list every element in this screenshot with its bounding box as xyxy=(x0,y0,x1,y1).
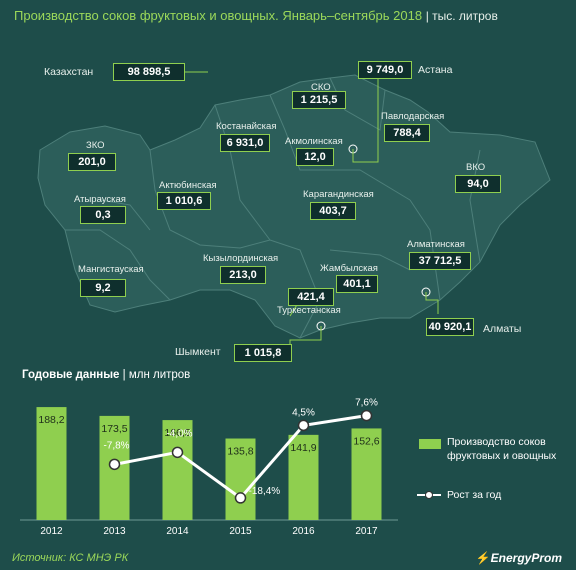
x-tick-label: 2016 xyxy=(292,526,315,537)
label-atyrau: Атырауская xyxy=(74,194,126,205)
value-kostanay: 6 931,0 xyxy=(220,134,270,152)
logo-text: EnergyProm xyxy=(490,551,562,565)
label-kostanay: Костанайская xyxy=(216,121,277,132)
label-turkestan: Туркестанская xyxy=(277,305,341,316)
bar-data-label: 173,5 xyxy=(101,423,127,435)
value-karaganda: 403,7 xyxy=(310,202,356,220)
annual-section-title: Годовые данные | млн литров xyxy=(22,369,190,381)
label-kyzylorda: Кызылординская xyxy=(203,253,279,264)
legend-bar-swatch xyxy=(419,439,441,449)
bar xyxy=(288,434,319,520)
x-tick-label: 2015 xyxy=(229,526,252,537)
label-shymkent: Шымкент xyxy=(175,346,221,358)
value-almaty-oblast: 37 712,5 xyxy=(409,252,471,270)
value-almaty-city: 40 920,1 xyxy=(426,318,474,336)
label-astana: Астана xyxy=(418,64,453,76)
value-kyzylorda: 213,0 xyxy=(220,266,266,284)
value-vko: 94,0 xyxy=(455,175,501,193)
value-akmola: 12,0 xyxy=(296,148,334,166)
value-aktobe: 1 010,6 xyxy=(157,192,211,210)
x-tick-label: 2014 xyxy=(166,526,189,537)
label-kazakhstan: Казахстан xyxy=(44,66,94,78)
region-borders xyxy=(65,77,481,339)
growth-data-label: -4,0% xyxy=(166,428,192,439)
x-tick-label: 2013 xyxy=(103,526,126,537)
bar-data-label: 141,9 xyxy=(290,442,316,454)
x-tick-label: 2017 xyxy=(355,526,378,537)
bar xyxy=(351,428,382,520)
growth-point xyxy=(171,446,184,459)
value-mangistau: 9,2 xyxy=(80,279,126,297)
legend-line-swatch xyxy=(417,491,441,499)
value-astana: 9 749,0 xyxy=(358,61,412,79)
growth-point xyxy=(108,458,121,471)
value-atyrau: 0,3 xyxy=(80,206,126,224)
page-title: Производство соков фруктовых и овощных. … xyxy=(14,8,498,23)
annual-chart: 188,2 2012 173,5 2013 166,5 2014 135,8 2015 141,… xyxy=(20,398,398,537)
bar xyxy=(225,438,256,520)
growth-data-label: 7,6% xyxy=(355,398,378,409)
bar xyxy=(36,407,67,520)
growth-point xyxy=(297,419,310,432)
source-note: Источник: КС МНЭ РК xyxy=(12,552,129,564)
label-sko: СКО xyxy=(311,82,331,93)
value-shymkent: 1 015,8 xyxy=(234,344,292,362)
annual-unit: | млн литров xyxy=(122,369,191,381)
label-akmola: Акмолинская xyxy=(285,136,343,147)
bar-data-label: 135,8 xyxy=(227,446,253,458)
leader-lines xyxy=(184,71,439,346)
label-zhambyl: Жамбылская xyxy=(320,263,378,274)
value-turkestan: 421,4 xyxy=(288,288,334,306)
growth-data-label: -18,4% xyxy=(249,486,281,497)
value-sko: 1 215,5 xyxy=(292,91,346,109)
legend-bar-label: Производство соков фруктовых и овощных xyxy=(447,436,557,462)
legend-line-label: Рост за год xyxy=(447,489,502,501)
label-vko: ВКО xyxy=(466,162,486,173)
bar-data-label: 188,2 xyxy=(38,414,64,426)
growth-point xyxy=(234,492,247,504)
annual-title: Годовые данные xyxy=(22,369,120,381)
label-zko: ЗКО xyxy=(86,140,105,151)
growth-data-label: 4,5% xyxy=(292,407,315,418)
label-almaty-oblast: Алматинская xyxy=(407,239,465,250)
value-zhambyl: 401,1 xyxy=(336,275,378,293)
value-zko: 201,0 xyxy=(68,153,116,171)
label-pavlodar: Павлодарская xyxy=(381,111,445,122)
label-mangistau: Мангистауская xyxy=(78,264,144,275)
bar-data-label: 166,5 xyxy=(164,427,190,439)
bar xyxy=(162,420,193,520)
logo-icon: ⚡ xyxy=(475,551,491,565)
value-kazakhstan: 98 898,5 xyxy=(113,63,185,81)
label-aktobe: Актюбинская xyxy=(159,180,217,191)
label-almaty-city: Алматы xyxy=(483,323,522,335)
x-tick-label: 2012 xyxy=(40,526,63,537)
bar-data-label: 152,6 xyxy=(353,435,379,447)
title-unit: | тыс. литров xyxy=(425,9,498,23)
growth-point xyxy=(360,409,373,422)
label-karaganda: Карагандинская xyxy=(303,189,374,200)
title-text: Производство соков фруктовых и овощных. … xyxy=(14,8,423,23)
value-pavlodar: 788,4 xyxy=(384,124,430,142)
growth-data-label: -7,8% xyxy=(103,440,129,451)
brand-logo: ⚡EnergyProm xyxy=(476,551,562,565)
